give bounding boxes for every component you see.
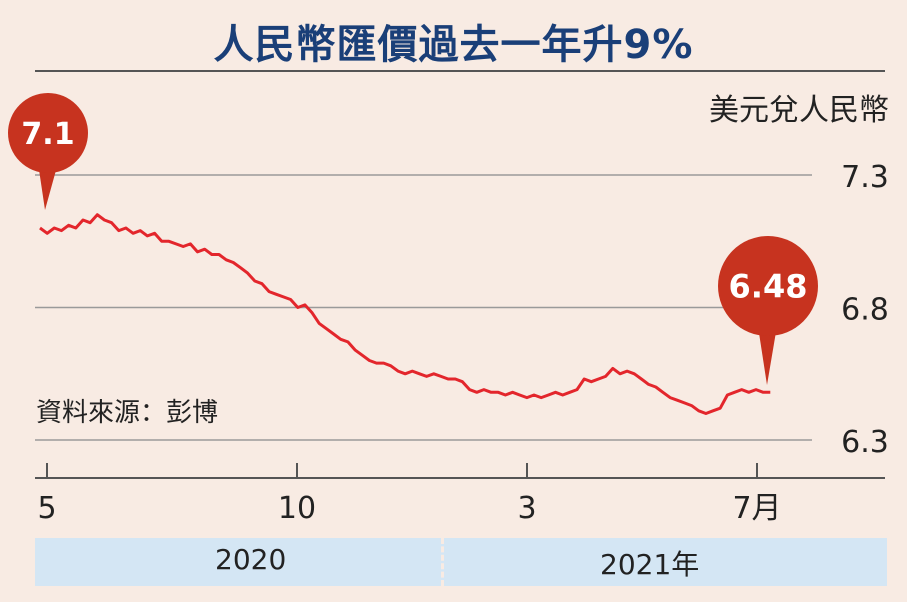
y-tick-label: 6.8 (841, 293, 889, 328)
year-separator (441, 538, 444, 586)
year-band (35, 538, 887, 586)
callout-value: 6.48 (729, 268, 808, 306)
x-tick-label: 10 (278, 491, 316, 526)
title-divider (35, 70, 885, 72)
series-line (39, 213, 771, 415)
y-tick-label: 6.3 (841, 425, 889, 460)
y-tick-label: 7.3 (841, 160, 889, 195)
x-tick-label: 5 (37, 491, 56, 526)
callout-bubble (8, 93, 88, 173)
year-label-2021: 2021年 (600, 548, 700, 581)
callout-pointer (757, 320, 778, 385)
unit-label: 美元兌人民幣 (709, 93, 889, 128)
x-tick-label: 7月 (732, 491, 781, 526)
year-label-2020: 2020 (215, 543, 287, 576)
source-note: 資料來源：彭博 (36, 398, 219, 428)
callout-value: 7.1 (21, 117, 74, 152)
callout-pointer (38, 163, 58, 210)
x-tick-label: 3 (517, 491, 536, 526)
chart-title: 人民幣匯價過去一年升9% (213, 22, 694, 68)
callout-bubble (718, 236, 818, 336)
